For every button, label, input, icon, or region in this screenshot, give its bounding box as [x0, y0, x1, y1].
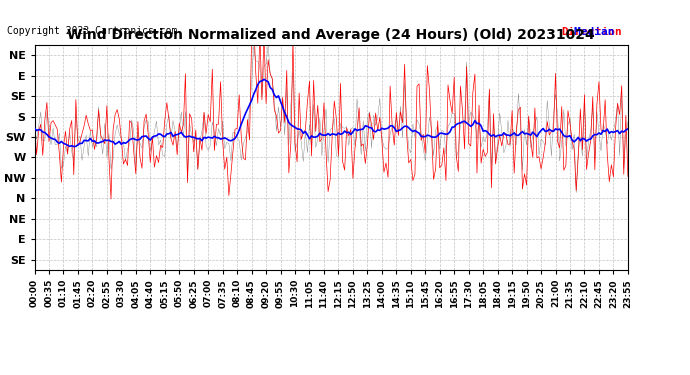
Text: Median: Median — [574, 27, 622, 37]
Text: Copyright 2023 Cartronics.com: Copyright 2023 Cartronics.com — [7, 26, 177, 36]
Title: Wind Direction Normalized and Average (24 Hours) (Old) 20231024: Wind Direction Normalized and Average (2… — [68, 28, 595, 42]
Text: Direction: Direction — [561, 27, 622, 37]
